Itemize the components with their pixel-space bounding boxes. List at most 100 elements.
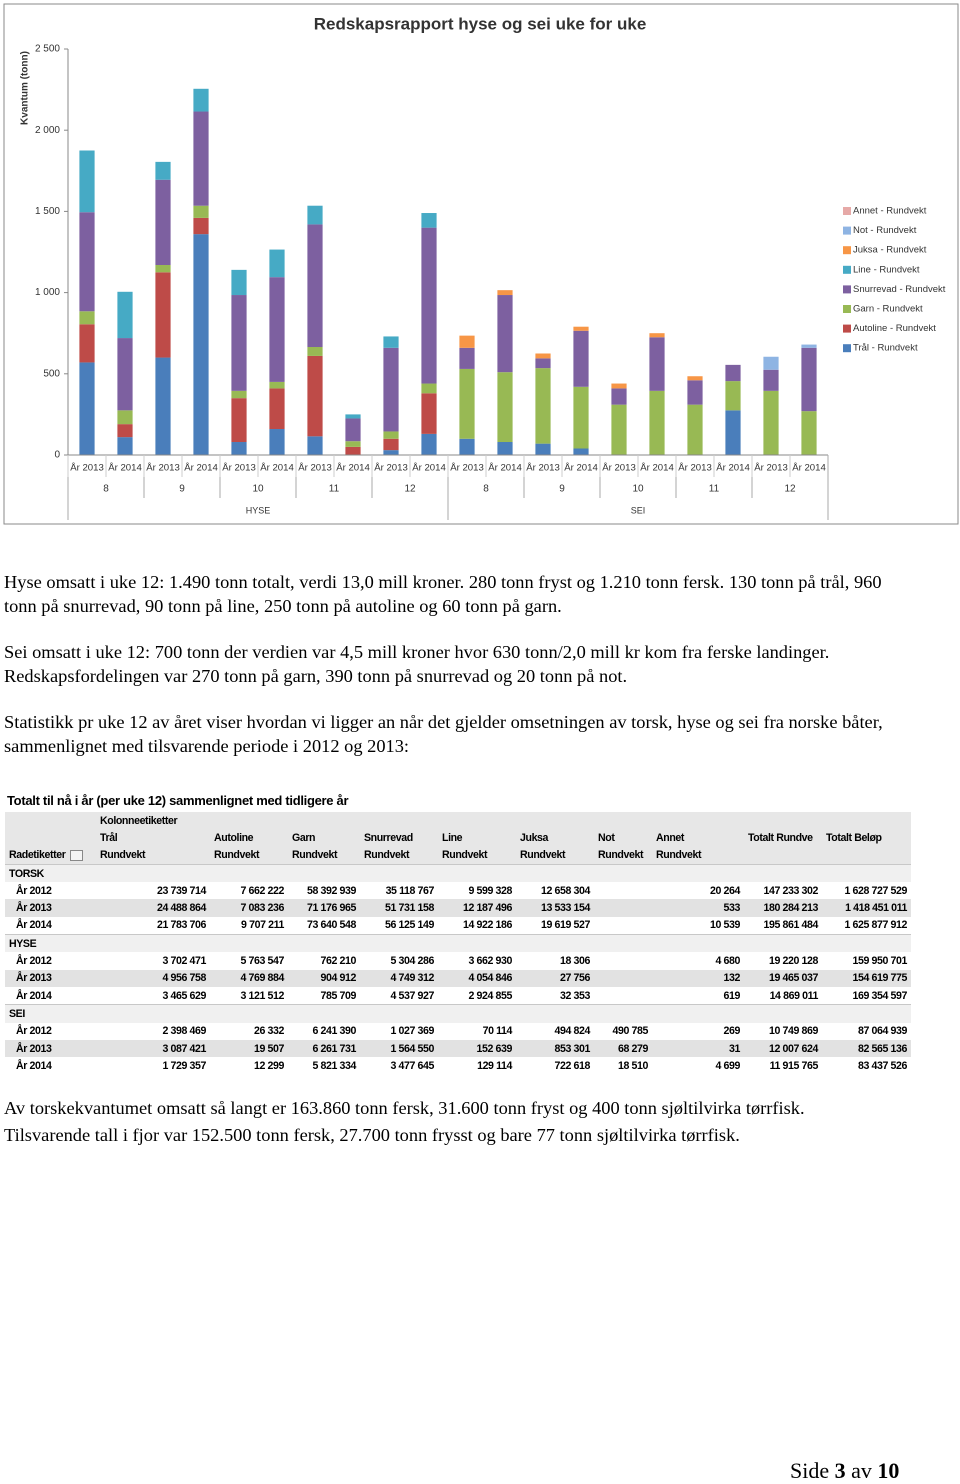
legend-label: Juksa - Rundvekt: [853, 245, 927, 256]
paragraph: Tilsvarende tall i fjor var 152.500 tonn…: [4, 1125, 740, 1145]
table-cell: 154 619 775: [822, 969, 912, 987]
group-row: TORSK: [5, 863, 912, 883]
bar-segment: [383, 450, 399, 455]
table-cell: 159 950 701: [852, 955, 908, 968]
table-cell: 11 915 765: [769, 1059, 819, 1072]
table-cell: 10 749 869: [768, 1025, 818, 1038]
table-cell: 762 210: [320, 955, 357, 968]
row-header-label: Radetiketter: [5, 846, 96, 865]
bar-segment: [117, 424, 133, 438]
bar-segment: [307, 224, 323, 348]
week-label: 8: [483, 484, 489, 495]
bar-segment: [649, 390, 665, 455]
row-label: År 2012: [16, 955, 52, 968]
table-cell: 1 625 877 912: [844, 919, 908, 932]
bar-segment: [193, 234, 209, 455]
header-cell: [5, 829, 96, 847]
data-row: År 2013 3 087 421 19 507 6 261 731 1 564 550…: [5, 1039, 912, 1058]
bar-segment: [155, 179, 171, 265]
bar-segment: [231, 398, 247, 443]
y-tick-label: 1 000: [35, 287, 60, 298]
column-header: Juksa: [516, 829, 594, 847]
column-header: Garn: [288, 829, 360, 847]
table-cell: 3 121 512: [240, 989, 284, 1002]
bar-segment: [269, 429, 285, 455]
x-tick-label: År 2013: [222, 463, 256, 474]
table-cell: 1 729 357: [162, 1059, 206, 1072]
week-label: 9: [559, 484, 565, 495]
legend-label: Not - Rundvekt: [853, 225, 917, 236]
table-cell: 2 924 855: [468, 989, 512, 1002]
x-tick-label: År 2014: [488, 463, 522, 474]
table-cell: [594, 969, 652, 987]
x-tick-label: År 2013: [678, 463, 712, 474]
bar-segment: [687, 380, 703, 405]
bar-segment: [307, 355, 323, 437]
y-tick-label: 500: [43, 368, 60, 379]
group-label: HYSE: [5, 934, 912, 953]
column-unit: Rundvekt: [210, 846, 288, 865]
x-tick-label: År 2013: [450, 463, 484, 474]
table-cell: 19 465 037: [744, 969, 822, 987]
table: Kolonneetiketter Trål Autoline Garn Snurreva…: [5, 812, 912, 1074]
bar-segment: [573, 448, 589, 455]
filter-button[interactable]: [70, 849, 84, 861]
x-tick-label: År 2014: [336, 463, 370, 474]
table-cell: 195 861 484: [763, 919, 818, 932]
data-row: År 2014 1 729 357 12 299 5 821 334 3 477 645…: [5, 1057, 911, 1074]
y-tick-label: 1 500: [35, 206, 60, 217]
week-label: 8: [103, 484, 109, 495]
data-row: År 2013 4 956 758 4 769 884 904 912 4 749 31…: [5, 969, 912, 987]
bar-segment: [611, 383, 627, 389]
table-cell: 70 114: [482, 1025, 513, 1038]
bar-segment: [383, 431, 399, 439]
table-cell: [594, 987, 652, 1005]
column-unit: Rundvekt: [652, 846, 744, 865]
column-header: Autoline: [210, 829, 288, 847]
x-tick-label: År 2013: [374, 463, 408, 474]
table-cell: 722 618: [554, 1059, 591, 1072]
bar-segment: [725, 410, 741, 455]
table-cell: 7 083 236: [210, 899, 288, 917]
table-cell: 5 763 547: [240, 955, 284, 968]
bar-segment: [573, 330, 589, 387]
column-header: Totalt Beløp: [822, 829, 912, 847]
table-cell: 56 125 149: [384, 919, 434, 932]
group-label: TORSK: [5, 863, 912, 883]
bar-segment: [611, 388, 627, 405]
bar-segment: [193, 111, 209, 206]
x-tick-label: År 2014: [108, 463, 142, 474]
week-label: 12: [784, 484, 796, 495]
column-group-label: Kolonneetiketter: [96, 812, 912, 830]
table-cell: 494 824: [554, 1025, 591, 1038]
bar-segment: [535, 353, 551, 359]
bar-segment: [79, 324, 95, 363]
y-tick-label: 0: [54, 450, 60, 461]
legend-swatch: [843, 324, 851, 333]
row-header-text: Radetiketter: [9, 849, 66, 862]
column-unit: Rundvekt: [438, 846, 516, 865]
data-row: År 2013 24 488 864 7 083 236 71 176 965 51 7…: [5, 899, 912, 917]
bar-segment: [649, 337, 665, 391]
table-cell: 2 398 469: [162, 1025, 206, 1038]
week-label: 11: [329, 484, 340, 495]
table-cell: 5 304 286: [390, 955, 434, 968]
x-tick-label: År 2014: [640, 463, 674, 474]
data-row: År 2012 3 702 471 5 763 547 762 210 5 304 28…: [5, 952, 911, 969]
header-row: Radetiketter Rundvekt Rundvekt Rundvekt Rund…: [5, 846, 912, 865]
species-label: SEI: [631, 505, 646, 515]
data-row: År 2014 3 465 629 3 121 512 785 709 4 537 92…: [5, 987, 911, 1005]
bar-segment: [687, 404, 703, 455]
week-label: 9: [179, 484, 185, 495]
bar-segment: [459, 368, 475, 439]
x-tick-label: År 2014: [184, 463, 218, 474]
table-cell: 3 465 629: [162, 989, 206, 1002]
table-cell: 169 354 597: [852, 989, 908, 1002]
bar-segment: [269, 249, 285, 278]
bar-segment: [535, 358, 551, 369]
bar-segment: [763, 356, 779, 370]
table-cell: 4 956 758: [96, 969, 210, 987]
table-cell: [594, 952, 652, 969]
bar-segment: [231, 269, 247, 296]
bar-segment: [611, 404, 627, 455]
